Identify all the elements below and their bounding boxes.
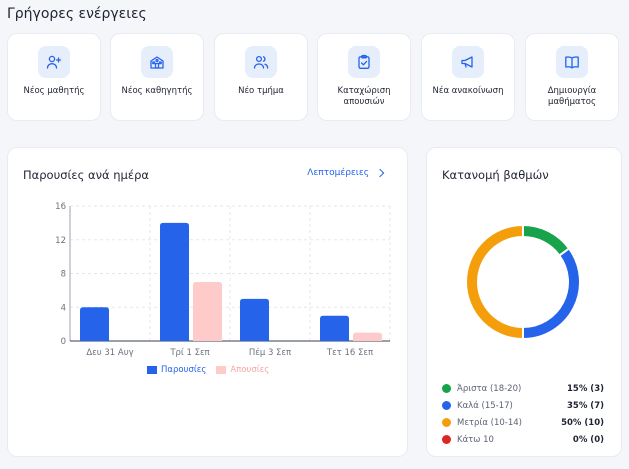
- legend-item-absent[interactable]: Απουσίες: [216, 365, 269, 375]
- grade-dot-excellent: [442, 384, 451, 393]
- legend-swatch-absent: [216, 366, 227, 374]
- new-student-button[interactable]: Νέος μαθητής: [7, 33, 101, 121]
- x-tick-label: Τρί 1 Σεπ: [169, 348, 209, 358]
- create-lesson-label: Δημιουργία μαθήματος: [547, 86, 597, 107]
- grade-label: Κάτω 10: [457, 434, 494, 445]
- legend-item-present[interactable]: Παρουσίες: [147, 365, 206, 375]
- bar-absent[interactable]: [193, 281, 222, 341]
- details-link[interactable]: Λεπτομέρειες: [307, 168, 385, 178]
- grade-dot-average: [442, 418, 451, 427]
- details-label: Λεπτομέρειες: [307, 168, 369, 178]
- grade-dot-good: [442, 401, 451, 410]
- create-lesson-button[interactable]: Δημιουργία μαθήματος: [525, 33, 619, 121]
- grade-label: Άριστα (18-20): [457, 383, 522, 394]
- attendance-bar-chart: 0 4 8 12 16 Δευ 31 Αυγ Τρί 1 Σεπ Πέμ 3 Σεπ Τετ 1…: [55, 202, 391, 358]
- grades-card: Κατανομή βαθμών Άριστα (18-20) 15% (3) Κ…: [426, 147, 622, 457]
- user-plus-icon: [38, 46, 70, 78]
- school-icon: [141, 46, 173, 78]
- record-absences-label: Καταχώριση απουσιών: [337, 86, 391, 107]
- grade-row-average: Μετρία (10-14) 50% (10): [442, 414, 604, 431]
- new-class-button[interactable]: Νέο τμήμα: [214, 33, 308, 121]
- bar-present[interactable]: [80, 307, 109, 341]
- new-announcement-label: Νέα ανακοίνωση: [432, 86, 504, 96]
- x-tick-label: Τετ 16 Σεπ: [326, 348, 373, 358]
- bar-present[interactable]: [160, 222, 189, 341]
- grade-value: 15% (3): [567, 383, 604, 394]
- y-tick-label: 0: [61, 337, 66, 347]
- donut-slice[interactable]: [522, 247, 581, 341]
- grade-legend: Άριστα (18-20) 15% (3) Καλά (15-17) 35% …: [442, 380, 604, 448]
- grade-label: Καλά (15-17): [457, 400, 513, 411]
- new-class-label: Νέο τμήμα: [238, 86, 284, 96]
- book-icon: [556, 46, 588, 78]
- users-icon: [245, 46, 277, 78]
- grade-value: 35% (7): [567, 400, 604, 411]
- bar-absent[interactable]: [353, 332, 382, 341]
- bar-present[interactable]: [240, 298, 269, 341]
- legend-label-absent: Απουσίες: [230, 365, 270, 375]
- grade-label: Μετρία (10-14): [457, 417, 522, 428]
- quick-actions-title: Γρήγορες ενέργειες: [7, 6, 147, 22]
- grades-donut-chart: [465, 223, 581, 341]
- y-tick-label: 4: [61, 303, 66, 313]
- grade-value: 0% (0): [572, 434, 604, 445]
- megaphone-icon: [452, 46, 484, 78]
- donut-slice[interactable]: [465, 223, 524, 341]
- grade-row-excellent: Άριστα (18-20) 15% (3): [442, 380, 604, 397]
- grade-row-good: Καλά (15-17) 35% (7): [442, 397, 604, 414]
- new-teacher-button[interactable]: Νέος καθηγητής: [110, 33, 204, 121]
- legend-label-present: Παρουσίες: [161, 365, 207, 375]
- quick-actions: Νέος μαθητής Νέος καθηγητής Νέο τμήμα Κα…: [7, 33, 629, 121]
- grade-value: 50% (10): [561, 417, 604, 428]
- grade-row-below: Κάτω 10 0% (0): [442, 431, 604, 448]
- legend-swatch-present: [147, 366, 157, 374]
- chart-legend: Παρουσίες Απουσίες: [147, 365, 269, 375]
- new-announcement-button[interactable]: Νέα ανακοίνωση: [421, 33, 515, 121]
- clipboard-check-icon: [348, 46, 380, 78]
- new-teacher-label: Νέος καθηγητής: [121, 86, 193, 96]
- grades-title: Κατανομή βαθμών: [442, 168, 549, 182]
- record-absences-button[interactable]: Καταχώριση απουσιών: [317, 33, 411, 121]
- new-student-label: Νέος μαθητής: [23, 86, 85, 96]
- attendance-title: Παρουσίες ανά ημέρα: [23, 168, 149, 182]
- x-tick-label: Δευ 31 Αυγ: [86, 348, 133, 358]
- grade-dot-below: [442, 435, 451, 444]
- bar-present[interactable]: [320, 315, 349, 341]
- donut-slice[interactable]: [522, 223, 571, 257]
- attendance-card: Παρουσίες ανά ημέρα Λεπτομέρειες 0 4 8 12 16…: [7, 147, 408, 457]
- y-tick-label: 8: [61, 270, 66, 280]
- y-tick-label: 12: [55, 236, 66, 246]
- x-tick-label: Πέμ 3 Σεπ: [249, 347, 291, 358]
- y-tick-label: 16: [55, 202, 66, 212]
